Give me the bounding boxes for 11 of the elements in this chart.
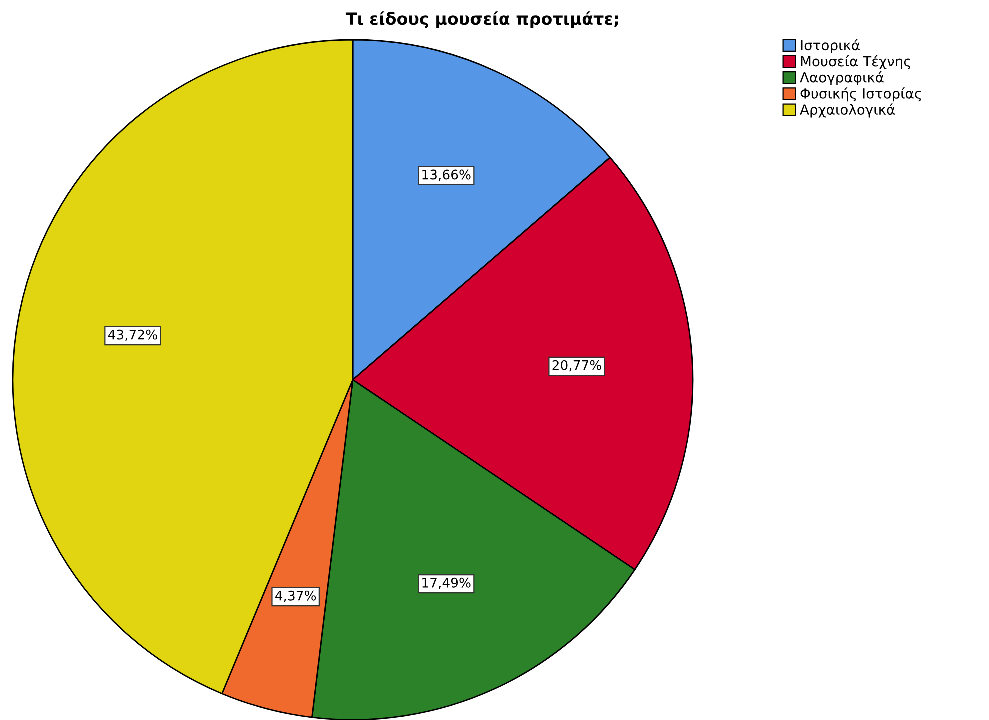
legend-label: Αρχαιολογικά [800, 104, 895, 118]
legend-label: Λαογραφικά [800, 72, 884, 86]
legend-label: Ιστορικά [801, 39, 860, 54]
chart-title: Τι είδους μουσεία προτιμάτε; [346, 12, 618, 28]
data-label: 4,37% [276, 590, 316, 602]
data-label: 17,49% [422, 578, 471, 590]
data-label: 13,66% [422, 170, 471, 182]
data-label: 20,77% [552, 360, 602, 372]
legend-label: Μουσεία Τέχνης [801, 55, 910, 70]
data-label: 43,72% [108, 330, 158, 342]
legend-label: Φυσικής Ιστορίας [800, 88, 922, 102]
